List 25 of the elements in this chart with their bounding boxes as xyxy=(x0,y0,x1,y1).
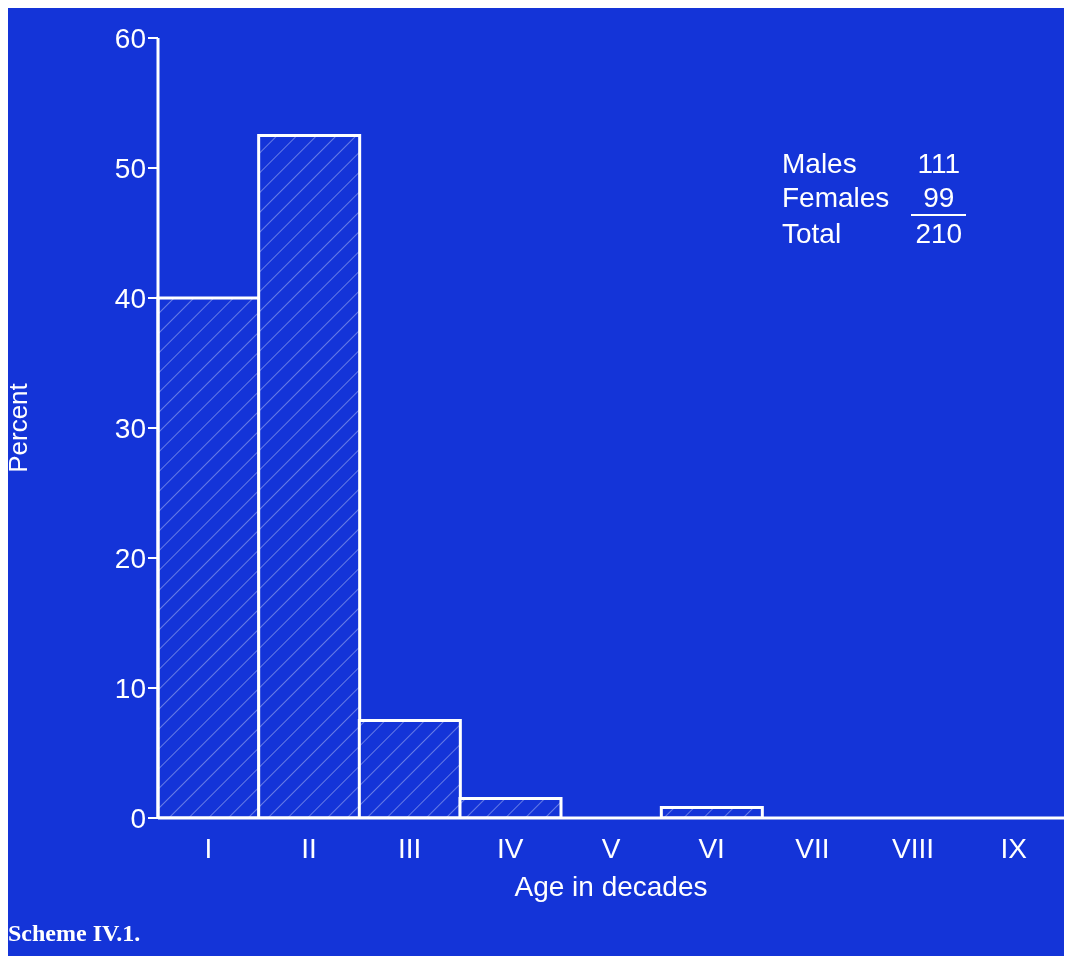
annotation: 99 xyxy=(911,182,967,216)
y-tick-label: 50 xyxy=(114,152,146,184)
x-tick-label: III xyxy=(397,832,422,864)
annotation: Males xyxy=(781,148,858,180)
y-tick-label: 20 xyxy=(114,542,146,574)
y-tick-label: 0 xyxy=(130,802,146,834)
x-tick-label: IX xyxy=(1000,832,1028,864)
annotation: Total xyxy=(781,218,843,250)
y-tick-label: 10 xyxy=(114,672,146,704)
y-tick-label: 60 xyxy=(114,22,146,54)
text: Scheme IV.1. xyxy=(8,920,141,947)
y-tick-label: 30 xyxy=(114,412,146,444)
x-tick-label: VII xyxy=(795,832,830,864)
x-tick-label: II xyxy=(301,832,317,864)
annotation: 210 xyxy=(914,218,964,250)
x-tick-label: V xyxy=(601,832,621,864)
x-tick-label: VIII xyxy=(891,832,935,864)
annotation: 111 xyxy=(916,148,961,180)
x-tick-label: VI xyxy=(698,832,725,864)
x-axis-title: Age in decades xyxy=(514,871,708,902)
y-tick-label: 40 xyxy=(114,282,146,314)
x-tick-label: IV xyxy=(497,832,524,864)
x-tick-label: I xyxy=(204,832,213,864)
annotation: Females xyxy=(781,182,891,215)
y-axis-title: Percent xyxy=(3,382,34,473)
